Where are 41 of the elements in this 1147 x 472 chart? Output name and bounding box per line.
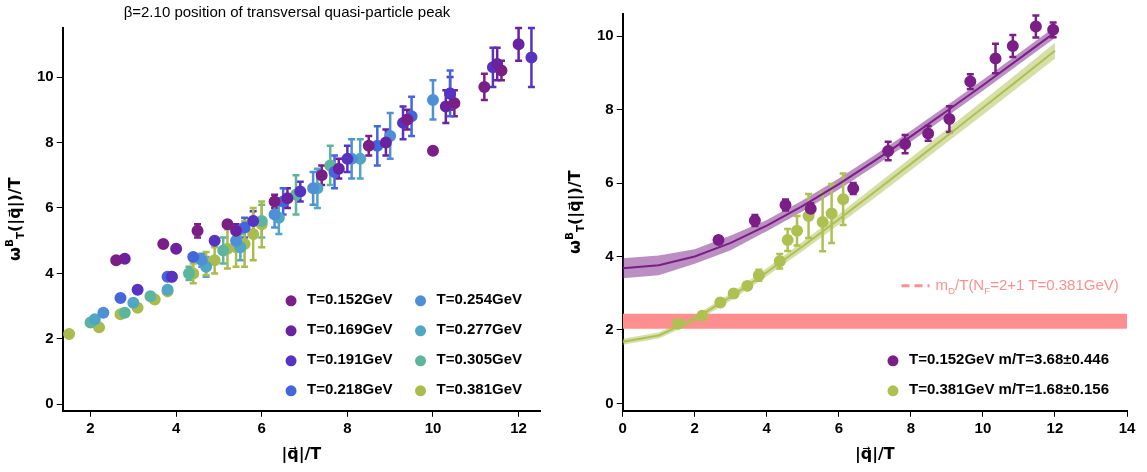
y-tick-label: 0 <box>45 394 54 412</box>
x-tick-label: 12 <box>1046 418 1064 436</box>
x-tick-label: 12 <box>510 418 527 436</box>
legend-label: T=0.381GeV <box>436 379 523 397</box>
x-tick-label: 14 <box>1118 418 1136 436</box>
x-tick-label: 6 <box>834 418 843 436</box>
x-axis-title: |q⃗|/T <box>281 443 322 464</box>
chart-title: β=2.10 position of transversal quasi-particle peak <box>123 3 451 21</box>
legend-label: T=0.218GeV <box>307 379 393 397</box>
x-tick-label: 4 <box>762 418 772 436</box>
y-tick-label: 10 <box>37 67 54 85</box>
y-tick-label: 6 <box>605 173 614 191</box>
y-tick-label: 6 <box>45 198 54 216</box>
x-tick-label: 2 <box>690 418 699 436</box>
y-tick-label: 8 <box>605 99 614 117</box>
legend-label: T=0.169GeV <box>307 319 393 337</box>
x-tick-label: 10 <box>424 418 442 436</box>
legend-label: T=0.305GeV <box>436 349 523 367</box>
y-tick-label: 2 <box>45 328 54 346</box>
y-tick-label: 4 <box>605 246 615 264</box>
y-tick-label: 8 <box>45 132 54 150</box>
x-tick-label: 2 <box>86 418 95 436</box>
y-axis-title: ωBT(|q⃗|)/T <box>3 177 27 261</box>
y-tick-label: 4 <box>45 263 55 281</box>
x-tick-label: 8 <box>343 418 352 436</box>
legend-label: T=0.254GeV <box>436 289 523 307</box>
x-tick-label: 6 <box>257 418 266 436</box>
x-tick-label: 10 <box>974 418 992 436</box>
legend-label: T=0.381GeV m/T=1.68±0.156 <box>908 379 1110 397</box>
x-tick-label: 8 <box>906 418 916 436</box>
x-tick-label: 0 <box>618 418 627 436</box>
y-tick-label: 2 <box>605 320 614 338</box>
x-tick-label: 4 <box>171 418 181 436</box>
legend-label: T=0.152GeV m/T=3.68±0.446 <box>908 349 1110 367</box>
legend-label: T=0.191GeV <box>307 349 393 367</box>
y-tick-label: 10 <box>597 26 614 44</box>
legend-label: T=0.277GeV <box>436 319 523 337</box>
y-axis-title: ωBT(|q⃗|)/T <box>563 170 587 254</box>
legend-label: T=0.152GeV <box>307 289 393 307</box>
y-tick-label: 0 <box>605 393 614 411</box>
x-axis-title: |q⃗|/T <box>854 443 895 464</box>
